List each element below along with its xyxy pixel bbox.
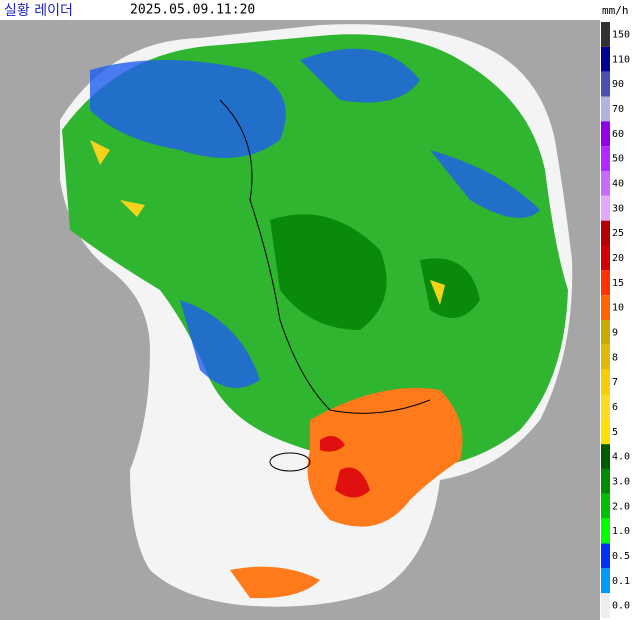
rain-moderate [270,214,480,330]
legend-swatch [601,444,610,469]
title: 실황 레이더 [4,3,73,19]
legend-label: 1.0 [612,526,630,537]
legend-swatch [601,394,610,420]
legend-label: 110 [612,54,630,65]
legend-swatch [601,518,610,544]
legend: 150 110 90 70 60 50 40 30 25 20 15 10 9 8 7 6 5 4.0 3.0 2.0… [601,22,630,618]
legend-swatch [601,220,610,246]
legend-label: 7 [612,377,618,388]
legend-label: 60 [612,129,624,140]
legend-label: 10 [612,303,624,314]
legend-swatch [601,295,610,320]
legend-label: 6 [612,402,618,413]
rain-intense [320,436,370,498]
legend-swatch [601,593,610,618]
timestamp: 2025.05.09.11:20 [130,3,255,18]
legend-label: 9 [612,327,618,338]
jeju-outline [269,452,311,472]
legend-label: 40 [612,178,624,189]
legend-swatch [601,121,610,147]
legend-label: 3.0 [612,476,630,487]
legend-swatch [601,146,610,171]
legend-swatch [601,46,610,72]
legend-swatch [601,22,610,47]
legend-label: 90 [612,79,624,90]
legend-label: 50 [612,154,624,165]
legend-swatch [601,543,610,569]
legend-swatch [601,171,610,196]
legend-label: 20 [612,253,624,264]
legend-swatch [601,469,610,494]
legend-swatch [601,195,610,221]
legend-label: 2.0 [612,501,630,512]
rain-very-light [90,48,540,388]
legend-label: 15 [612,278,624,289]
legend-swatch [601,96,610,122]
legend-label: 30 [612,203,624,214]
coastline [219,99,431,414]
legend-swatch [601,245,610,271]
legend-swatch [601,344,610,370]
legend-label: 8 [612,352,618,363]
legend-label: 25 [612,228,624,239]
legend-label: 0.5 [612,551,630,562]
legend-label: 0.1 [612,576,630,587]
unit: mm/h [602,4,629,17]
legend-swatch [601,71,610,97]
legend-label: 5 [612,427,618,438]
legend-label: 0.0 [612,601,630,612]
legend-swatch [601,270,610,296]
legend-swatch [601,568,610,594]
map [0,20,600,620]
legend-label: 70 [612,104,624,115]
header-bar [0,0,635,20]
legend-swatch [601,320,610,345]
legend-label: 4.0 [612,452,630,463]
legend-swatch [601,419,610,445]
legend-swatch [601,493,610,519]
legend-label: 150 [612,29,630,40]
legend-swatch [601,369,610,395]
